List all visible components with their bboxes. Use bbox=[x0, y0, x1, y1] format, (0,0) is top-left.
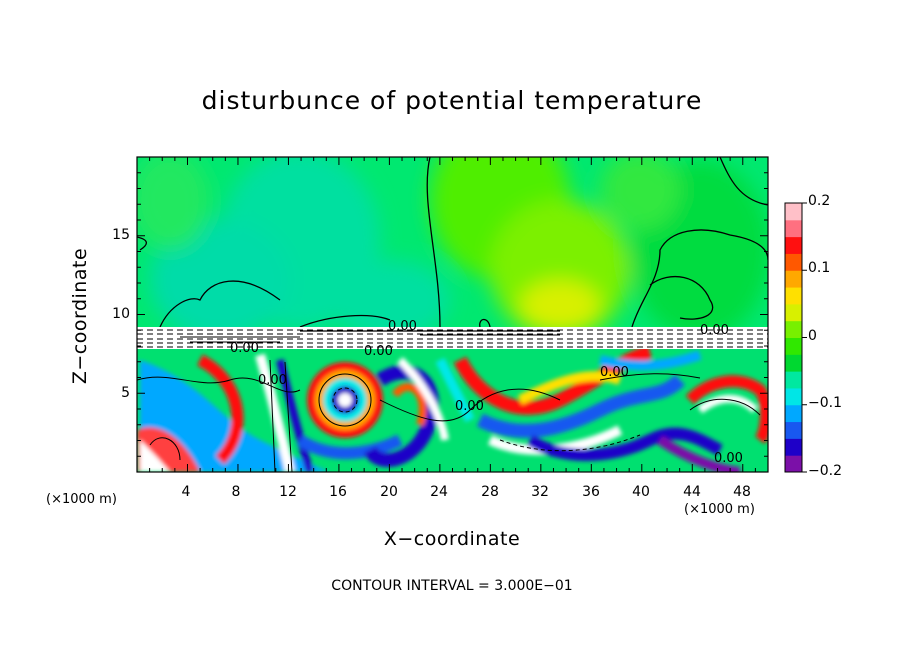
x-tick-label: 32 bbox=[531, 484, 549, 500]
colorbar-segment bbox=[785, 270, 802, 288]
y-tick-label: 15 bbox=[112, 227, 130, 243]
colorbar-segment bbox=[785, 404, 802, 423]
colorbar-segment bbox=[785, 253, 802, 271]
y-axis-label: Z−coordinate bbox=[69, 247, 91, 385]
colorbar-segment bbox=[785, 219, 802, 238]
x-tick-label: 8 bbox=[231, 484, 241, 500]
x-unit-label: (×1000 m) bbox=[46, 492, 117, 507]
colorbar-tick-label: 0 bbox=[808, 328, 817, 344]
lower-field bbox=[137, 349, 768, 472]
x-tick-label: 40 bbox=[632, 484, 650, 500]
colorbar-segment bbox=[785, 203, 802, 221]
colorbar-segment bbox=[785, 236, 802, 254]
contour-label: 0.00 bbox=[230, 341, 259, 356]
x-axis-label: X−coordinate bbox=[383, 528, 521, 550]
y-tick-label: 5 bbox=[121, 385, 130, 401]
x-tick-label: 4 bbox=[181, 484, 191, 500]
chart-title: disturbunce of potential temperature bbox=[201, 86, 703, 115]
axis-ticks bbox=[137, 157, 768, 472]
contour-label: 0.00 bbox=[455, 399, 484, 414]
colorbar-segment bbox=[785, 320, 802, 338]
x-unit-label: (×1000 m) bbox=[684, 502, 755, 517]
x-tick-label: 48 bbox=[733, 484, 751, 500]
colorbar-segment bbox=[785, 337, 802, 355]
x-tick-label: 28 bbox=[481, 484, 499, 500]
x-tick-label: 20 bbox=[380, 484, 398, 500]
colorbar-segment bbox=[785, 455, 802, 473]
colorbar-segment bbox=[785, 303, 802, 322]
interface-band bbox=[137, 327, 768, 349]
colorbar-frame bbox=[784, 202, 803, 473]
contour-label: 0.00 bbox=[388, 319, 417, 334]
colorbar-tick-label: 0.2 bbox=[808, 193, 831, 209]
upper-field bbox=[137, 157, 768, 327]
colorbar bbox=[785, 202, 807, 473]
contour-interval-note: CONTOUR INTERVAL = 3.000E−01 bbox=[331, 578, 573, 594]
contour-label: 0.00 bbox=[258, 373, 287, 388]
contour-labels: 0.00 0.00 0.00 0.00 0.00 0.00 0.00 0.00 bbox=[230, 319, 743, 466]
x-tick-label: 36 bbox=[582, 484, 600, 500]
colorbar-tick-label: −0.2 bbox=[808, 463, 842, 479]
y-tick-label: 10 bbox=[112, 306, 130, 322]
colorbar-segment bbox=[785, 421, 802, 439]
colorbar-segment bbox=[785, 387, 802, 406]
colorbar-segment bbox=[785, 354, 802, 372]
contour-label: 0.00 bbox=[700, 323, 729, 338]
colorbar-segment bbox=[785, 438, 802, 456]
contour-label: 0.00 bbox=[714, 451, 743, 466]
colorbar-tick-label: −0.1 bbox=[808, 395, 842, 411]
x-tick-label: 12 bbox=[279, 484, 297, 500]
contour-label: 0.00 bbox=[364, 344, 393, 359]
colorbar-segment bbox=[785, 371, 802, 389]
colorbar-segment bbox=[785, 287, 802, 305]
contour-label: 0.00 bbox=[600, 365, 629, 380]
colorbar-tick-label: 0.1 bbox=[808, 260, 831, 276]
x-tick-label: 24 bbox=[430, 484, 448, 500]
x-tick-label: 44 bbox=[683, 484, 701, 500]
x-tick-label: 16 bbox=[329, 484, 347, 500]
